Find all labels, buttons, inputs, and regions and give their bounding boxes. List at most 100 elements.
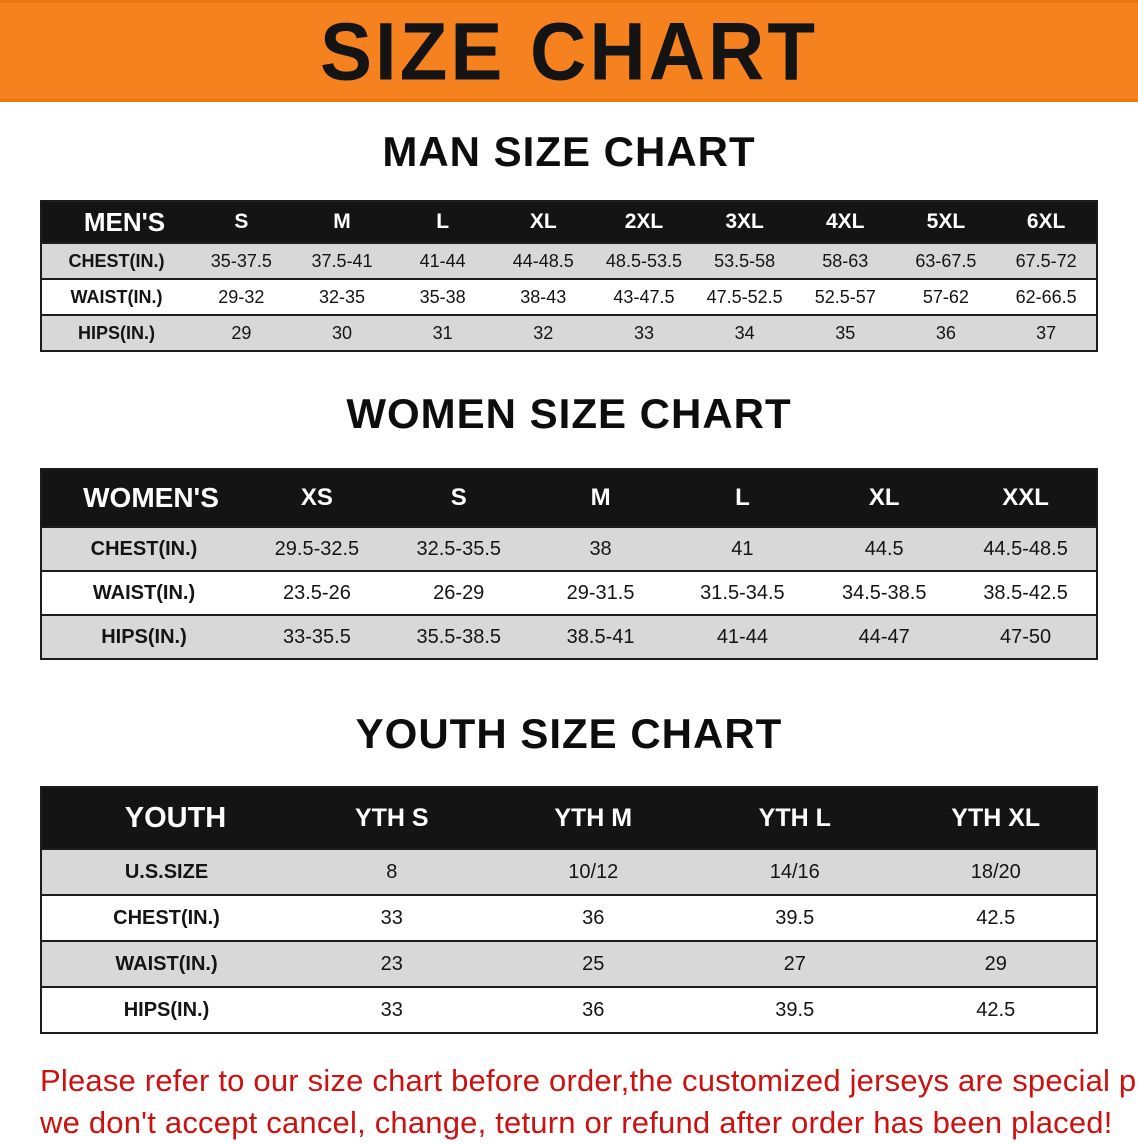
women-size-header: XL <box>813 469 956 527</box>
men-table-label: MEN'S <box>41 201 191 243</box>
men-size-value: 32-35 <box>291 278 393 315</box>
women-size-heading: WOMEN SIZE CHART <box>346 390 792 437</box>
youth-size-value: 14/16 <box>694 848 896 895</box>
women-size-table: WOMEN'S XS S M L XL XXL CHEST(IN.) 29.5-32.5 32.5… <box>40 468 1098 660</box>
disclaimer-line-2: we don't accept cancel, change, teturn o… <box>40 1104 1113 1140</box>
youth-size-value: 8 <box>291 848 493 895</box>
men-table-row: CHEST(IN.) 35-37.5 37.5-41 41-44 44-48.5 48.5… <box>41 242 1097 279</box>
men-size-value: 67.5-72 <box>996 242 1097 279</box>
youth-size-value: 39.5 <box>694 986 896 1033</box>
men-size-value: 48.5-53.5 <box>593 242 695 279</box>
men-row-label: WAIST(IN.) <box>41 278 191 315</box>
men-size-value: 31 <box>392 314 493 351</box>
youth-row-label: CHEST(IN.) <box>41 894 291 941</box>
youth-table-row: CHEST(IN.) 33 36 39.5 42.5 <box>41 894 1097 941</box>
men-row-label: HIPS(IN.) <box>41 314 191 351</box>
men-size-value: 53.5-58 <box>694 242 795 279</box>
youth-row-label: U.S.SIZE <box>41 848 291 895</box>
size-chart-banner: SIZE CHART <box>0 0 1138 102</box>
youth-size-value: 25 <box>492 940 694 987</box>
men-table-row: WAIST(IN.) 29-32 32-35 35-38 38-43 43-47.5 47.… <box>41 278 1097 315</box>
youth-size-value: 42.5 <box>895 894 1097 941</box>
women-size-header: M <box>529 469 672 527</box>
women-size-value: 38.5-42.5 <box>955 570 1097 615</box>
men-size-header: 2XL <box>593 201 695 243</box>
women-table-label: WOMEN'S <box>41 469 246 527</box>
men-size-value: 62-66.5 <box>996 278 1097 315</box>
youth-size-heading: YOUTH SIZE CHART <box>355 710 783 757</box>
women-size-value: 31.5-34.5 <box>671 570 814 615</box>
youth-size-value: 18/20 <box>895 848 1097 895</box>
youth-table-label: YOUTH <box>41 787 291 849</box>
women-size-value: 38.5-41 <box>529 614 672 659</box>
men-size-value: 32 <box>492 314 594 351</box>
youth-size-header: YTH M <box>492 787 694 849</box>
disclaimer-line-1: Please refer to our size chart before or… <box>40 1063 1138 1098</box>
youth-size-header: YTH S <box>291 787 493 849</box>
men-size-header: L <box>392 201 493 243</box>
men-size-value: 33 <box>593 314 695 351</box>
men-size-table: MEN'S S M L XL 2XL 3XL 4XL 5XL 6XL CHEST(IN.) 35-37… <box>40 200 1098 352</box>
men-size-header: M <box>291 201 393 243</box>
women-size-value: 34.5-38.5 <box>813 570 956 615</box>
men-size-value: 34 <box>694 314 795 351</box>
men-size-header: 6XL <box>996 201 1097 243</box>
men-size-header: 3XL <box>694 201 795 243</box>
youth-size-table: YOUTH YTH S YTH M YTH L YTH XL U.S.SIZE 8 10/12… <box>40 786 1098 1034</box>
youth-size-value: 33 <box>291 894 493 941</box>
youth-size-value: 23 <box>291 940 493 987</box>
men-size-value: 37 <box>996 314 1097 351</box>
disclaimer-text: Please refer to our size chart before or… <box>40 1060 1138 1144</box>
women-size-value: 44.5 <box>813 526 956 571</box>
women-size-header: S <box>387 469 530 527</box>
women-size-header: XS <box>246 469 388 527</box>
women-size-value: 29-31.5 <box>529 570 672 615</box>
youth-size-value: 27 <box>694 940 896 987</box>
men-size-header: 4XL <box>794 201 896 243</box>
women-row-label: WAIST(IN.) <box>41 570 246 615</box>
women-size-value: 33-35.5 <box>246 614 388 659</box>
men-size-value: 47.5-52.5 <box>694 278 795 315</box>
men-size-heading: MAN SIZE CHART <box>382 128 756 175</box>
youth-header-row: YOUTH YTH S YTH M YTH L YTH XL <box>41 787 1097 849</box>
women-size-header: XXL <box>955 469 1097 527</box>
women-header-row: WOMEN'S XS S M L XL XXL <box>41 469 1097 527</box>
women-size-value: 41 <box>671 526 814 571</box>
women-size-value: 47-50 <box>955 614 1097 659</box>
women-size-value: 35.5-38.5 <box>387 614 530 659</box>
women-size-section: WOMEN SIZE CHART WOMEN'S XS S M L XL XXL CHEST(… <box>0 390 1138 660</box>
women-table-row: HIPS(IN.) 33-35.5 35.5-38.5 38.5-41 41-44 44-… <box>41 614 1097 659</box>
youth-size-section: YOUTH SIZE CHART YOUTH YTH S YTH M YTH L YTH… <box>0 710 1138 1034</box>
page-title: SIZE CHART <box>320 4 818 97</box>
youth-row-label: HIPS(IN.) <box>41 986 291 1033</box>
youth-size-value: 39.5 <box>694 894 896 941</box>
men-size-value: 43-47.5 <box>593 278 695 315</box>
men-size-value: 29 <box>191 314 292 351</box>
men-size-value: 38-43 <box>492 278 594 315</box>
women-row-label: CHEST(IN.) <box>41 526 246 571</box>
men-size-value: 35-37.5 <box>191 242 292 279</box>
men-size-header: XL <box>492 201 594 243</box>
youth-size-value: 33 <box>291 986 493 1033</box>
men-size-value: 63-67.5 <box>895 242 997 279</box>
men-size-value: 37.5-41 <box>291 242 393 279</box>
youth-table-row: U.S.SIZE 8 10/12 14/16 18/20 <box>41 848 1097 895</box>
youth-size-header: YTH L <box>694 787 896 849</box>
men-row-label: CHEST(IN.) <box>41 242 191 279</box>
men-size-value: 44-48.5 <box>492 242 594 279</box>
men-size-value: 52.5-57 <box>794 278 896 315</box>
women-size-value: 26-29 <box>387 570 530 615</box>
men-size-value: 36 <box>895 314 997 351</box>
men-size-value: 35 <box>794 314 896 351</box>
men-size-header: 5XL <box>895 201 997 243</box>
women-size-value: 41-44 <box>671 614 814 659</box>
women-size-value: 23.5-26 <box>246 570 388 615</box>
men-size-value: 30 <box>291 314 393 351</box>
women-size-value: 44.5-48.5 <box>955 526 1097 571</box>
men-size-value: 29-32 <box>191 278 292 315</box>
women-size-header: L <box>671 469 814 527</box>
youth-size-value: 36 <box>492 894 694 941</box>
women-table-row: CHEST(IN.) 29.5-32.5 32.5-35.5 38 41 44.5 44.5… <box>41 526 1097 571</box>
youth-size-value: 10/12 <box>492 848 694 895</box>
men-size-header: S <box>191 201 292 243</box>
